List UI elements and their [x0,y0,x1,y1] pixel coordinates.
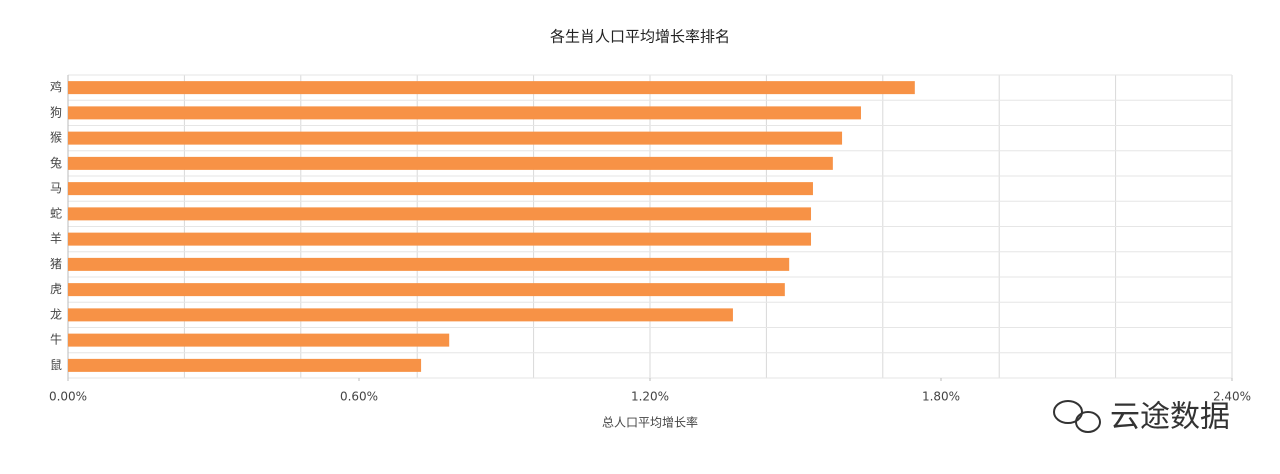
x-tick-label: 0.60% [340,390,378,404]
chart-title: 各生肖人口平均增长率排名 [550,28,730,46]
watermark: 云途数据 [1110,400,1230,435]
y-tick-label: 马 [50,181,62,195]
bar [68,182,813,196]
bar [68,308,733,322]
x-tick-label: 1.20% [631,390,669,404]
x-tick-label: 2.40% [1213,390,1251,404]
watermark-icon [1053,400,1101,433]
x-axis-label: 总人口平均增长率 [602,415,698,430]
bar [68,283,785,297]
bar [68,131,843,145]
y-tick-label: 虎 [50,282,62,296]
bar [68,333,450,347]
bar [68,232,812,246]
y-tick-label: 鼠 [50,358,62,372]
x-tick-label: 0.00% [49,390,87,404]
bar [68,106,861,120]
y-tick-label: 龙 [50,307,62,321]
y-tick-label: 猪 [50,257,62,271]
y-tick-label: 羊 [50,231,62,246]
y-tick-label: 猴 [50,131,62,145]
y-tick-label: 牛 [50,332,62,347]
bar [68,156,833,170]
y-tick-label: 兔 [50,155,62,170]
bar [68,207,812,221]
x-tick-label: 1.80% [922,390,960,404]
bar [68,358,422,372]
bar [68,81,915,95]
y-tick-label: 蛇 [50,205,62,220]
y-tick-label: 鸡 [50,79,62,94]
y-tick-label: 狗 [50,105,62,119]
bar [68,257,790,271]
